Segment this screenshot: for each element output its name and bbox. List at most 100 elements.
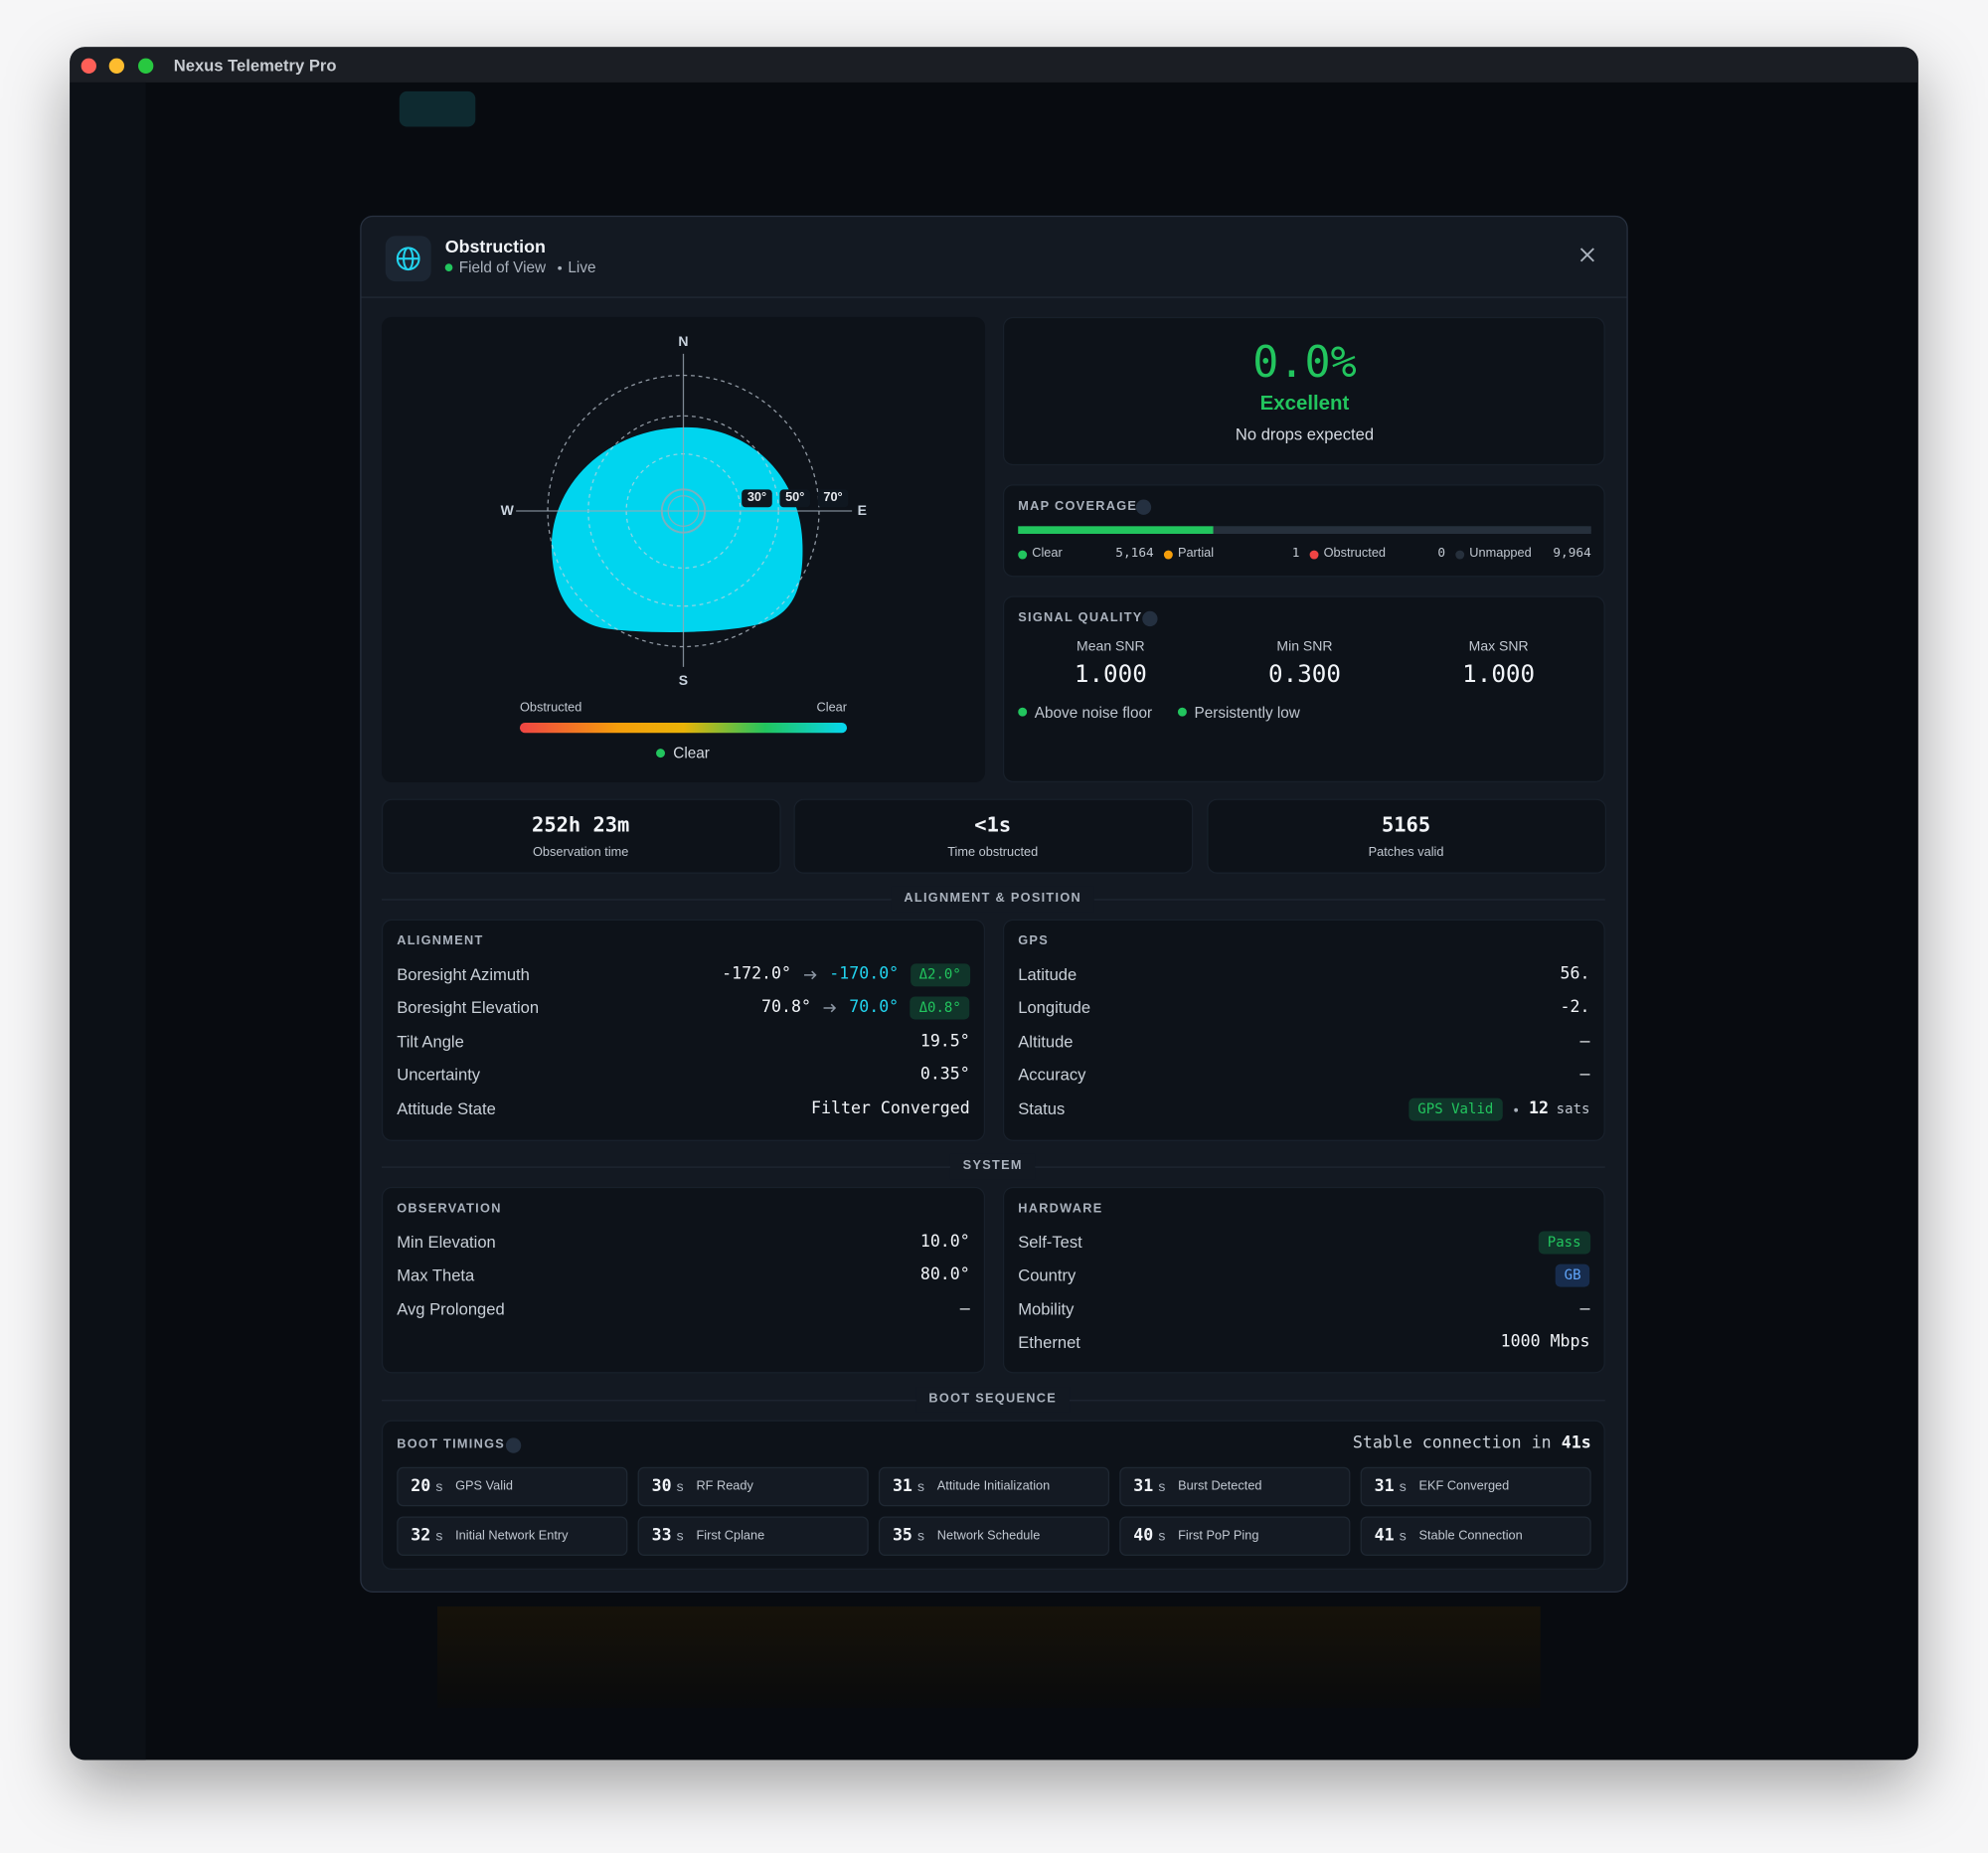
boot-step: 32 s Initial Network Entry bbox=[397, 1516, 628, 1557]
value: — bbox=[1579, 1299, 1590, 1319]
boot-step: 20 s GPS Valid bbox=[397, 1466, 628, 1507]
row-value: — bbox=[960, 1297, 970, 1323]
legend-dot bbox=[1018, 550, 1028, 560]
divider bbox=[361, 296, 1627, 298]
boot-title: BOOT TIMINGS bbox=[397, 1437, 506, 1452]
boot-time: 20 bbox=[411, 1476, 431, 1497]
status-badge: GPS Valid bbox=[1408, 1097, 1503, 1121]
stat-card bbox=[1207, 798, 1607, 874]
close-dialog[interactable] bbox=[1577, 245, 1597, 264]
target-value: 70.0° bbox=[849, 997, 900, 1017]
stat-card bbox=[381, 798, 781, 874]
obstruction-percent: 0.0% bbox=[1252, 337, 1357, 389]
row-label: Ethernet bbox=[1018, 1332, 1080, 1352]
clear-area bbox=[551, 426, 803, 632]
stat-label: Patches valid bbox=[1368, 845, 1444, 860]
unit: sats bbox=[1556, 1100, 1590, 1117]
boot-time: 30 bbox=[651, 1476, 672, 1497]
boot-step: 31 s Attitude Initialization bbox=[878, 1466, 1110, 1507]
row-value: — bbox=[1579, 1063, 1589, 1089]
indicator-dot bbox=[1018, 707, 1028, 717]
metric-value: 0.300 bbox=[1268, 660, 1341, 689]
boot-unit: s bbox=[1399, 1478, 1407, 1495]
boot-step: 31 s Burst Detected bbox=[1119, 1466, 1351, 1507]
boot-time: 41 bbox=[1374, 1526, 1395, 1546]
boot-label: First Cplane bbox=[696, 1529, 765, 1544]
rating: Excellent bbox=[1259, 393, 1350, 416]
value: -2. bbox=[1560, 997, 1590, 1017]
value: -172.0° bbox=[722, 964, 792, 984]
boot-time: 31 bbox=[1133, 1476, 1154, 1497]
row-label: Longitude bbox=[1018, 997, 1091, 1017]
boot-time: 40 bbox=[1133, 1526, 1154, 1546]
close-button[interactable] bbox=[81, 58, 96, 74]
row-value: 70.8° 70.0° Δ0.8° bbox=[761, 995, 970, 1021]
boot-unit: s bbox=[676, 1528, 684, 1544]
row-value: — bbox=[1579, 1297, 1589, 1323]
stat-card bbox=[793, 798, 1194, 874]
legend-dot bbox=[1163, 550, 1173, 560]
summary-panel bbox=[1002, 316, 1605, 466]
ring-label: 50° bbox=[785, 490, 805, 505]
row-value: -172.0° -170.0° Δ2.0° bbox=[722, 962, 970, 988]
row-value: 10.0° bbox=[920, 1230, 970, 1256]
row-label: Max Theta bbox=[397, 1264, 475, 1285]
indicator-dot bbox=[1177, 707, 1187, 717]
info-icon bbox=[1142, 610, 1158, 627]
dialog-icon bbox=[385, 236, 431, 282]
coverage-title: MAP COVERAGE bbox=[1018, 499, 1138, 514]
boot-label: Stable Connection bbox=[1418, 1529, 1523, 1544]
scale-min-label: Obstructed bbox=[519, 701, 582, 716]
compass-n: N bbox=[678, 334, 689, 351]
row-value: — bbox=[1579, 1030, 1589, 1056]
value: Filter Converged bbox=[811, 1098, 970, 1118]
info-panel bbox=[1002, 1186, 1605, 1374]
row-value: 80.0° bbox=[920, 1263, 970, 1288]
row-value: 56. bbox=[1561, 962, 1590, 988]
legend-label: Clear bbox=[1032, 546, 1063, 561]
dialog-status: Live bbox=[568, 258, 596, 277]
target-value: -170.0° bbox=[829, 964, 900, 984]
row-label: Min Elevation bbox=[397, 1232, 496, 1252]
arrow-icon bbox=[803, 970, 817, 980]
metric-label: Min SNR bbox=[1276, 638, 1333, 655]
separator-dot bbox=[1513, 1107, 1518, 1111]
boot-time: 32 bbox=[411, 1526, 431, 1546]
scale-max-label: Clear bbox=[816, 701, 848, 716]
compass-w: W bbox=[500, 503, 514, 519]
zoom-button[interactable] bbox=[138, 58, 154, 74]
boot-label: Burst Detected bbox=[1178, 1479, 1262, 1494]
signal-title: SIGNAL QUALITY bbox=[1018, 610, 1143, 625]
blurred-chart bbox=[437, 1606, 1541, 1709]
row-label: Mobility bbox=[1018, 1299, 1075, 1319]
state-dot bbox=[656, 749, 665, 758]
boot-label: Initial Network Entry bbox=[455, 1529, 569, 1544]
status-badge: Pass bbox=[1538, 1231, 1590, 1255]
summary-text: Stable connection in bbox=[1352, 1433, 1552, 1453]
window-title: Nexus Telemetry Pro bbox=[173, 56, 337, 76]
info-panel bbox=[381, 919, 986, 1141]
row-label: Boresight Elevation bbox=[397, 997, 540, 1017]
legend-label: Obstructed bbox=[1323, 546, 1387, 561]
signal-panel bbox=[1002, 595, 1605, 782]
indicator-label: Persistently low bbox=[1194, 703, 1300, 722]
section-header: ALIGNMENT & POSITION bbox=[891, 886, 1094, 913]
sidebar bbox=[70, 82, 146, 1761]
minimize-button[interactable] bbox=[108, 58, 124, 74]
boot-unit: s bbox=[435, 1528, 443, 1544]
stat-value: <1s bbox=[974, 812, 1012, 837]
row-label: Tilt Angle bbox=[397, 1032, 464, 1052]
globe-icon bbox=[396, 247, 420, 271]
legend-value: 0 bbox=[1437, 546, 1446, 561]
value: 19.5° bbox=[919, 1032, 970, 1052]
panel-title: GPS bbox=[1018, 934, 1049, 949]
row-value: 19.5° bbox=[920, 1030, 970, 1056]
live-dot bbox=[444, 263, 453, 271]
ring-label: 30° bbox=[746, 490, 767, 505]
value: 56. bbox=[1560, 964, 1590, 984]
boot-unit: s bbox=[676, 1478, 684, 1495]
row-value: Filter Converged bbox=[811, 1096, 970, 1122]
count: 12 bbox=[1529, 1098, 1550, 1118]
coverage-segment bbox=[1214, 526, 1591, 534]
